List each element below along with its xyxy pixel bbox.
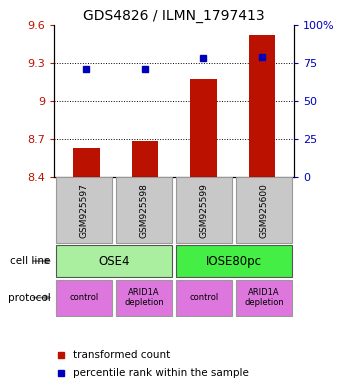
Bar [176, 280, 232, 316]
Bar [56, 177, 112, 243]
Bar [190, 79, 217, 177]
Bar [73, 147, 99, 177]
Bar [132, 141, 158, 177]
Bar [176, 177, 232, 243]
Text: IOSE80pc: IOSE80pc [206, 255, 262, 268]
Text: GSM925597: GSM925597 [80, 183, 89, 238]
Text: ARID1A
depletion: ARID1A depletion [244, 288, 284, 307]
Text: transformed count: transformed count [74, 350, 171, 360]
Bar [236, 280, 292, 316]
Bar [249, 35, 275, 177]
Text: GSM925598: GSM925598 [140, 183, 149, 238]
Text: OSE4: OSE4 [98, 255, 130, 268]
Bar [56, 245, 172, 277]
Bar [116, 177, 172, 243]
Bar [116, 280, 172, 316]
Text: protocol: protocol [8, 293, 51, 303]
Text: GSM925599: GSM925599 [199, 183, 209, 238]
Text: ARID1A
depletion: ARID1A depletion [124, 288, 164, 307]
Text: GSM925600: GSM925600 [260, 183, 268, 238]
Text: control: control [70, 293, 99, 302]
Bar [236, 177, 292, 243]
Text: cell line: cell line [10, 256, 51, 266]
Text: percentile rank within the sample: percentile rank within the sample [74, 368, 249, 378]
Title: GDS4826 / ILMN_1797413: GDS4826 / ILMN_1797413 [83, 8, 265, 23]
Bar [56, 280, 112, 316]
Text: control: control [189, 293, 219, 302]
Bar [176, 245, 292, 277]
